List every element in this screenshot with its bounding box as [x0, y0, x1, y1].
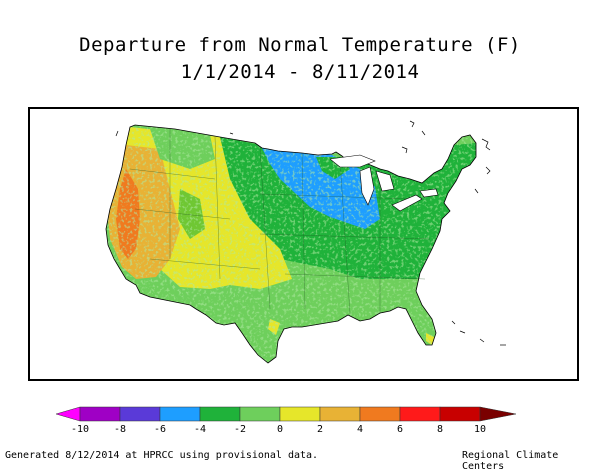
legend-tick-label: -6: [153, 424, 167, 435]
legend-tick-label: -10: [70, 424, 90, 435]
legend-tick-label: -8: [113, 424, 127, 435]
legend-tick-label: 0: [276, 424, 284, 435]
color-scale-legend: [56, 406, 517, 422]
us-temperature-map: [105, 120, 506, 364]
legend-bin-8: [359, 406, 401, 422]
legend-bin-2: [119, 406, 161, 422]
legend-tick-label: -4: [193, 424, 207, 435]
legend-bin-7: [319, 406, 361, 422]
legend-tick-label: 10: [473, 424, 487, 435]
legend-bin-5: [239, 406, 281, 422]
legend-tick-label: -2: [233, 424, 247, 435]
legend-bin-9: [399, 406, 441, 422]
map-date-range: 1/1/2014 - 8/11/2014: [180, 61, 420, 83]
map-title: Departure from Normal Temperature (F): [79, 34, 521, 56]
legend-bin-4: [199, 406, 241, 422]
legend-bin-6: [279, 406, 321, 422]
legend-bin-11: [479, 406, 517, 422]
legend-tick-label: 2: [316, 424, 324, 435]
map-frame: [28, 107, 579, 381]
legend-tick-label: 4: [356, 424, 364, 435]
legend-bin-3: [159, 406, 201, 422]
legend-bin-1: [79, 406, 121, 422]
legend-tick-label: 8: [436, 424, 444, 435]
legend-bin-0: [56, 406, 81, 422]
footer-credit: Regional Climate Centers: [462, 450, 559, 472]
footer-generated-note: Generated 8/12/2014 at HPRCC using provi…: [5, 450, 319, 461]
legend-tick-label: 6: [396, 424, 404, 435]
legend-bin-10: [439, 406, 481, 422]
